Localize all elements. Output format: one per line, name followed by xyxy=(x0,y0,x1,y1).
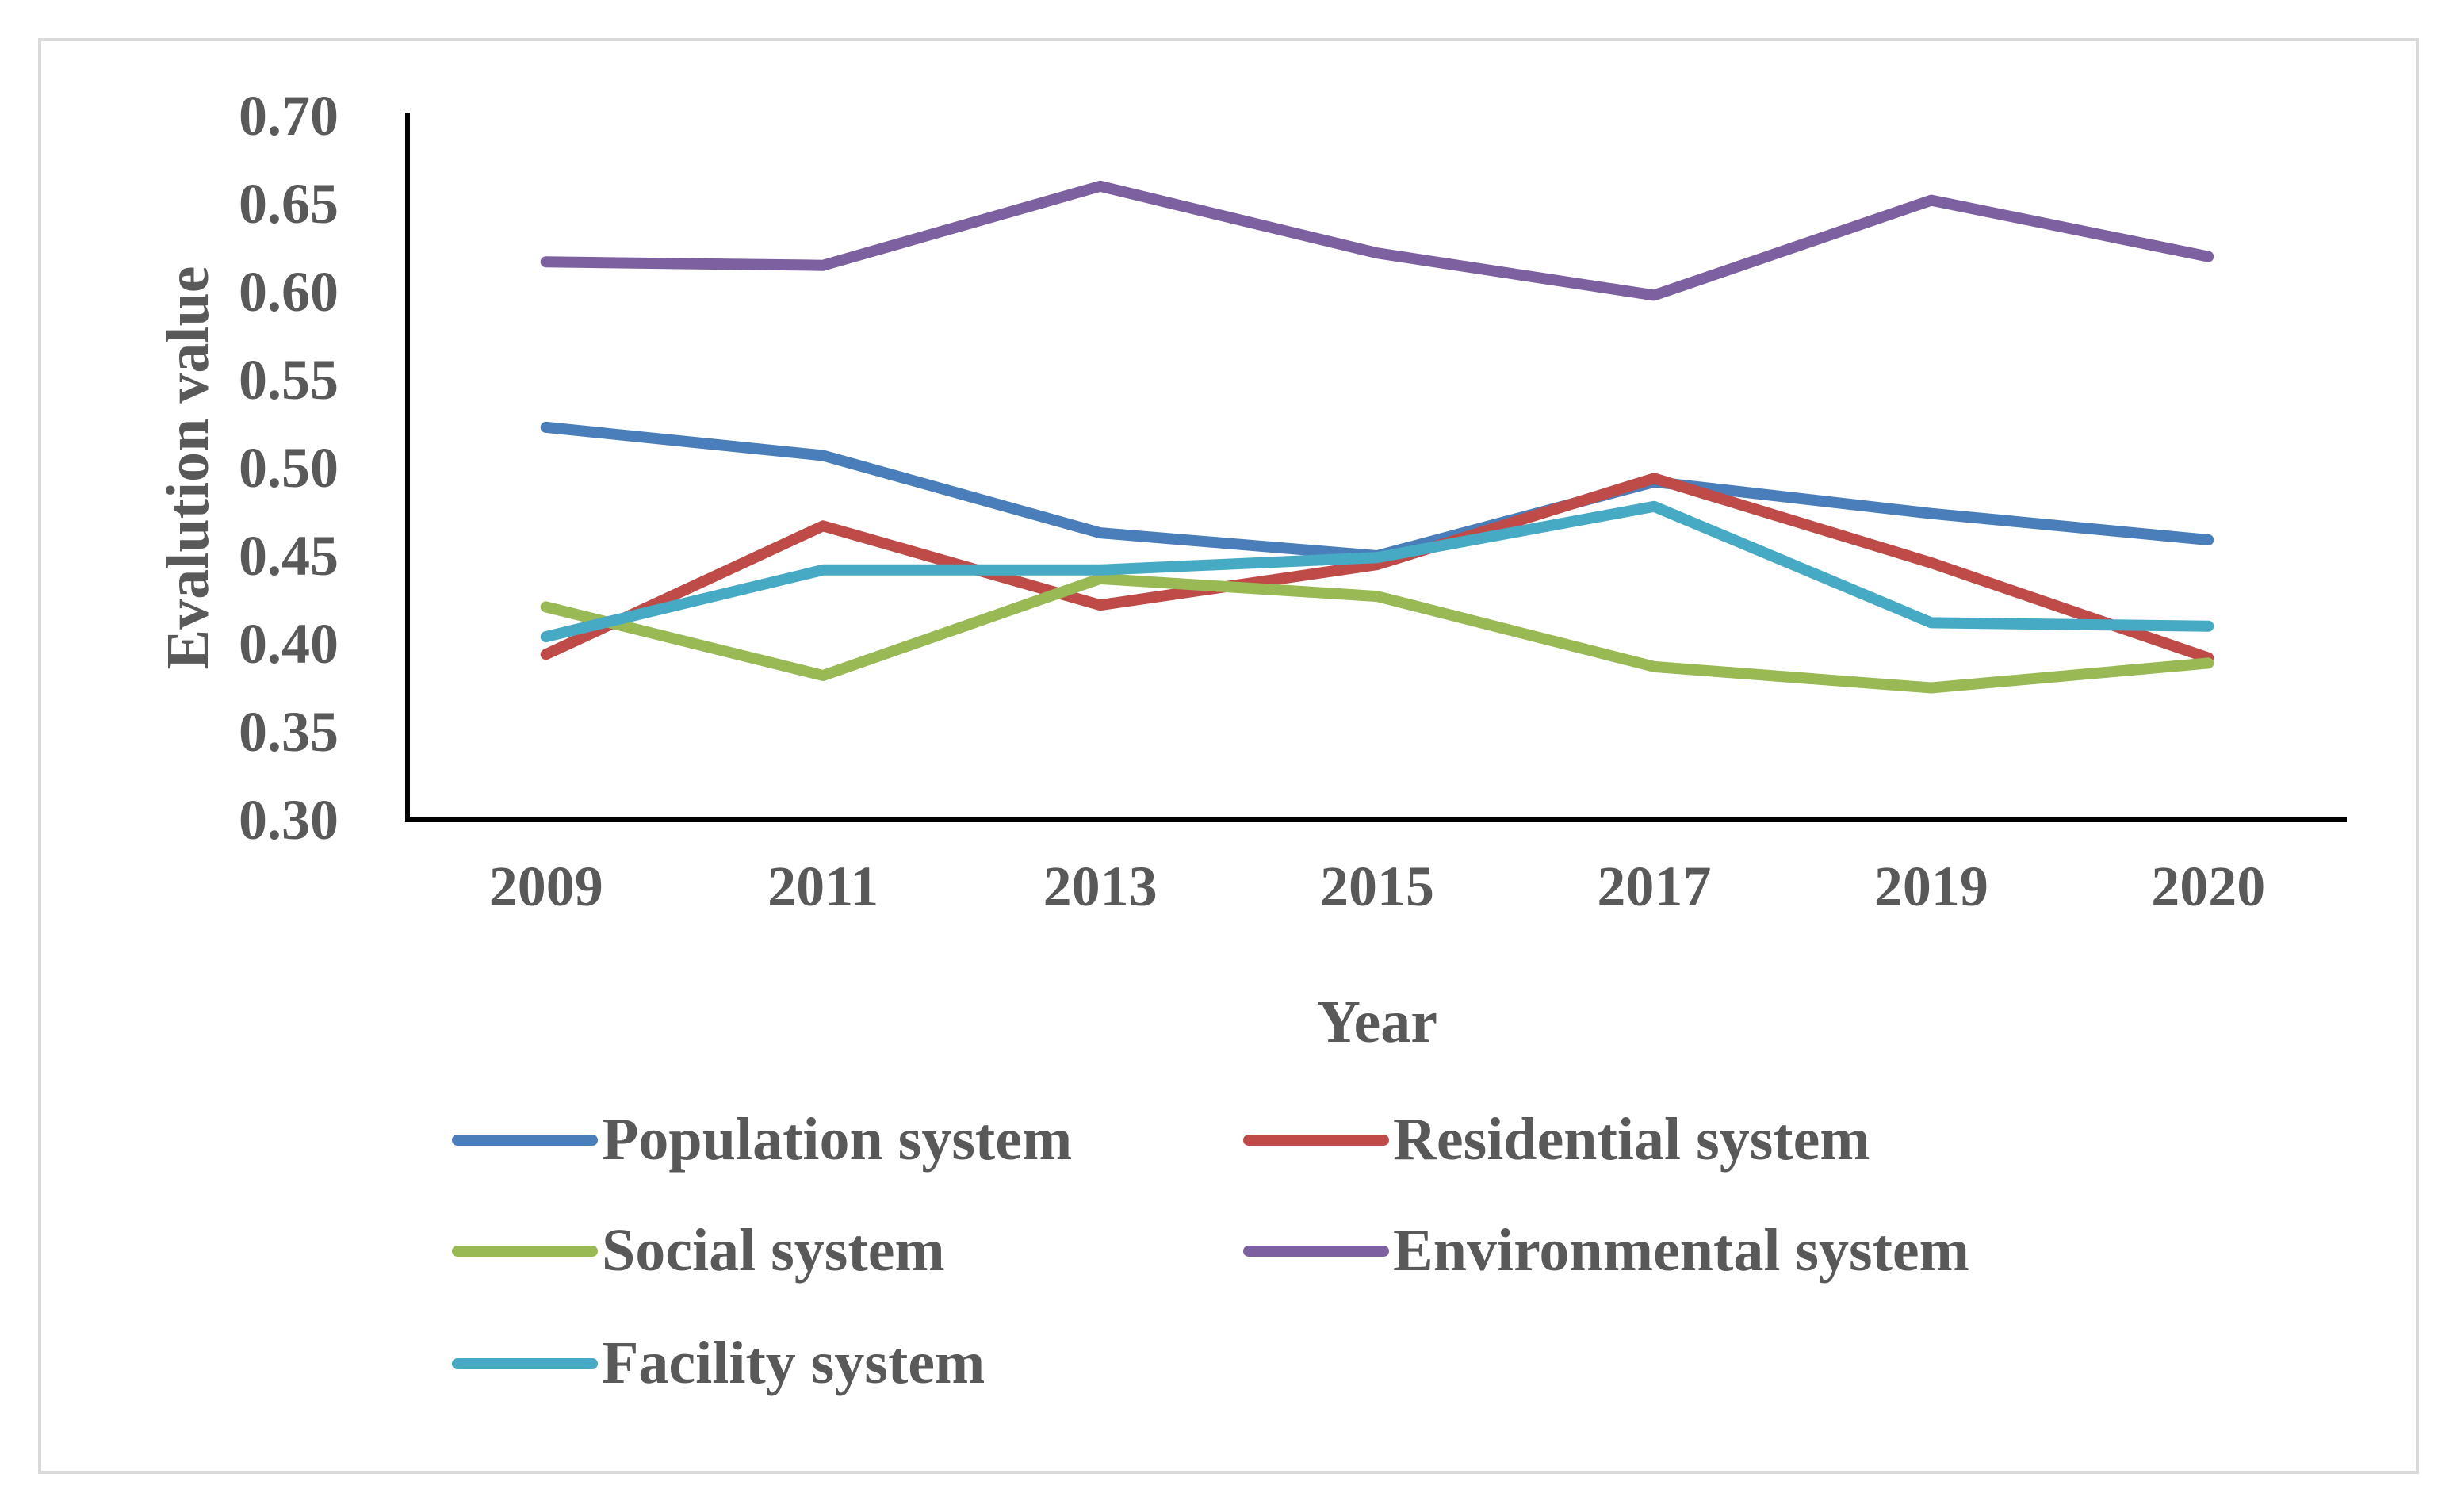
x-tick-label: 2019 xyxy=(1874,855,1988,918)
x-tick-label: 2017 xyxy=(1597,855,1711,918)
legend-label: Residential system xyxy=(1393,1106,1870,1173)
line-chart: 0.30 0.35 0.40 0.45 0.50 0.55 0.60 0.65 0.70 200… xyxy=(155,84,2347,1396)
y-axis-tick-labels: 0.30 0.35 0.40 0.45 0.50 0.55 0.60 0.65 0.70 xyxy=(239,84,339,852)
x-tick-label: 2020 xyxy=(2151,855,2265,918)
series-line-social-system xyxy=(540,572,2214,694)
series-line-residential-system xyxy=(540,473,2214,664)
legend-item: Population system xyxy=(452,1106,1072,1173)
x-axis-title: Year xyxy=(1317,989,1437,1055)
series-line-facility-system xyxy=(540,500,2214,643)
y-tick-label: 0.40 xyxy=(239,612,339,676)
legend: Population system Residential system Socia… xyxy=(452,1106,1969,1396)
y-tick-label: 0.55 xyxy=(239,348,339,411)
y-tick-label: 0.65 xyxy=(239,172,339,235)
x-tick-label: 2015 xyxy=(1320,855,1434,918)
y-tick-label: 0.50 xyxy=(239,436,339,500)
legend-item: Facility system xyxy=(452,1330,985,1396)
x-tick-label: 2011 xyxy=(767,855,878,918)
y-tick-label: 0.60 xyxy=(239,260,339,323)
x-tick-label: 2009 xyxy=(489,855,603,918)
y-tick-label: 0.35 xyxy=(239,700,339,764)
legend-label: Environmental system xyxy=(1393,1217,1969,1284)
legend-label: Population system xyxy=(602,1106,1072,1173)
legend-item: Residential system xyxy=(1243,1106,1870,1173)
legend-label: Facility system xyxy=(602,1330,985,1396)
series-lines xyxy=(540,180,2214,694)
y-axis-title: Evalution value xyxy=(155,266,221,670)
x-tick-label: 2013 xyxy=(1043,855,1158,918)
y-tick-label: 0.45 xyxy=(239,524,339,588)
legend-item: Environmental system xyxy=(1243,1217,1969,1284)
legend-label: Social system xyxy=(602,1217,945,1284)
chart-frame: 0.30 0.35 0.40 0.45 0.50 0.55 0.60 0.65 0.70 200… xyxy=(38,38,2419,1474)
x-axis-tick-labels: 2009 2011 2013 2015 2017 2019 2020 xyxy=(489,855,2266,918)
legend-item: Social system xyxy=(452,1217,945,1284)
y-tick-label: 0.70 xyxy=(239,84,339,147)
y-tick-label: 0.30 xyxy=(239,788,339,852)
series-line-environmental-system xyxy=(540,180,2214,301)
